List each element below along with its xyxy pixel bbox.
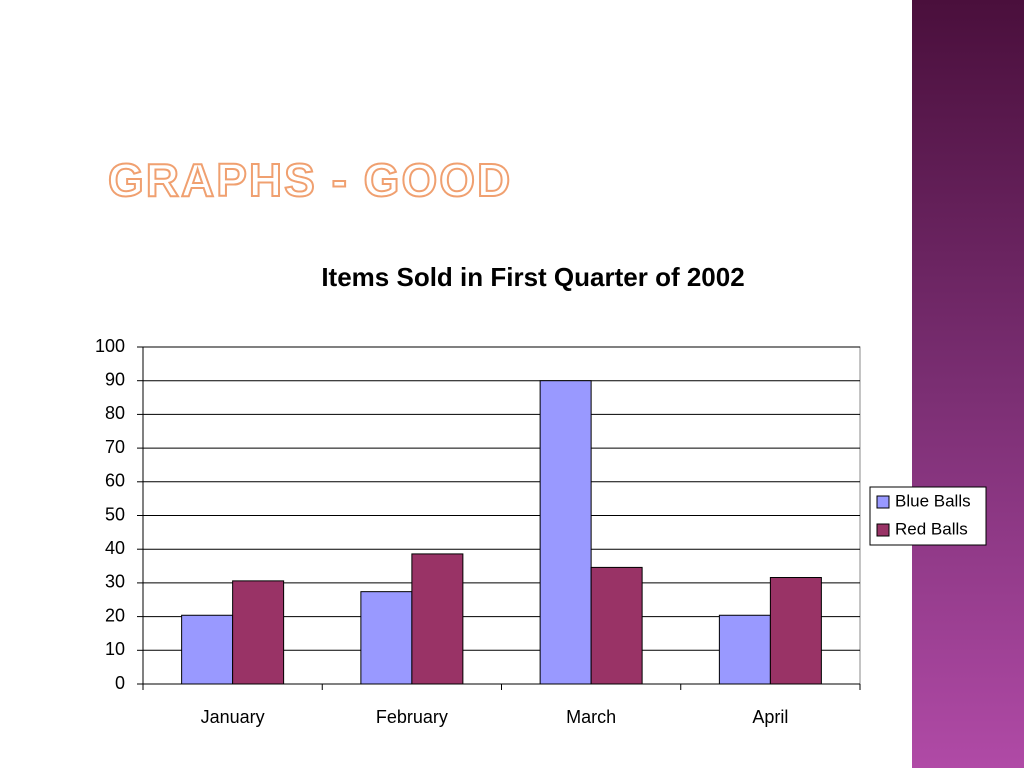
legend-label: Red Balls <box>895 519 968 538</box>
slide-title: GRAPHS - GOOD <box>108 154 512 206</box>
x-tick-label: March <box>566 707 616 727</box>
y-tick-label: 0 <box>115 673 125 693</box>
y-tick-label: 70 <box>105 437 125 457</box>
y-tick-label: 60 <box>105 471 125 491</box>
bar <box>769 577 822 685</box>
legend-swatch <box>876 523 890 537</box>
y-tick-label: 50 <box>105 504 125 524</box>
y-tick-label: 30 <box>105 572 125 592</box>
bar <box>590 566 643 685</box>
y-tick-label: 10 <box>105 639 125 659</box>
side-bar <box>912 0 1024 768</box>
y-tick-label: 80 <box>105 403 125 423</box>
y-tick-label: 100 <box>95 336 125 356</box>
bar <box>232 580 285 685</box>
legend-label: Blue Balls <box>895 491 971 510</box>
y-tick-label: 90 <box>105 369 125 389</box>
y-tick-label: 20 <box>105 605 125 625</box>
bar <box>181 614 234 685</box>
bar <box>411 553 464 685</box>
x-tick-label: April <box>752 707 788 727</box>
bar <box>539 380 592 685</box>
x-tick-label: February <box>376 707 448 727</box>
legend-swatch <box>876 495 890 509</box>
bar <box>718 614 771 685</box>
chart-title: Items Sold in First Quarter of 2002 <box>321 262 744 292</box>
x-tick-label: January <box>201 707 265 727</box>
y-tick-label: 40 <box>105 538 125 558</box>
bar <box>360 591 413 685</box>
